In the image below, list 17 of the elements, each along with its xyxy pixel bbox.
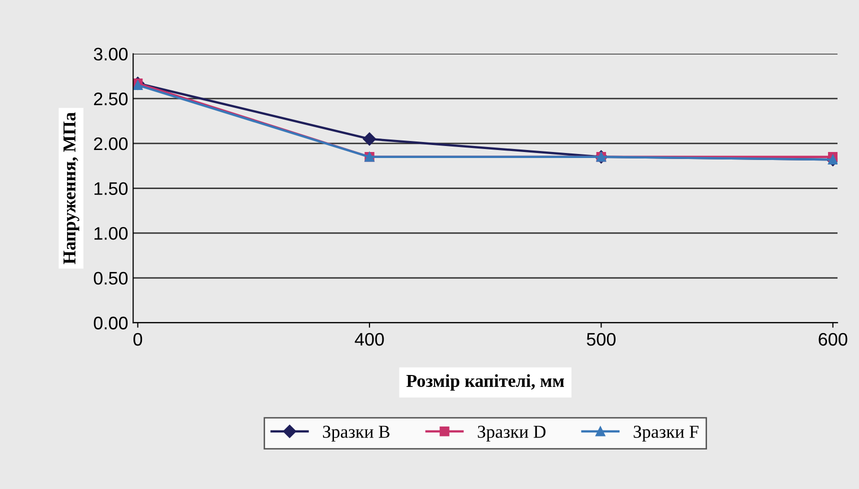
point — [362, 132, 376, 146]
y-axis-title: Напруження, МПа — [64, 112, 80, 264]
x-tick-label: 400 — [354, 332, 384, 346]
y-tick-label: 0.50 — [94, 272, 128, 285]
y-tick-label: 3.00 — [94, 48, 128, 61]
y-tick-label: 1.00 — [94, 227, 128, 240]
y-tick-label: 1.50 — [94, 182, 128, 195]
x-axis-title: Розмір капітелі, мм — [406, 374, 564, 391]
legend-label: Зразки B — [322, 426, 390, 442]
y-tick-label: 0.00 — [94, 316, 128, 330]
y-tick-label: 2.50 — [94, 92, 128, 106]
legend-label: Зразки D — [478, 426, 546, 442]
x-tick-label: 500 — [586, 332, 616, 346]
legend-label: Зразки F — [634, 426, 698, 442]
x-tick-label: 0 — [133, 332, 142, 346]
x-tick-label: 600 — [818, 332, 848, 346]
y-tick-label: 2.00 — [94, 137, 128, 150]
